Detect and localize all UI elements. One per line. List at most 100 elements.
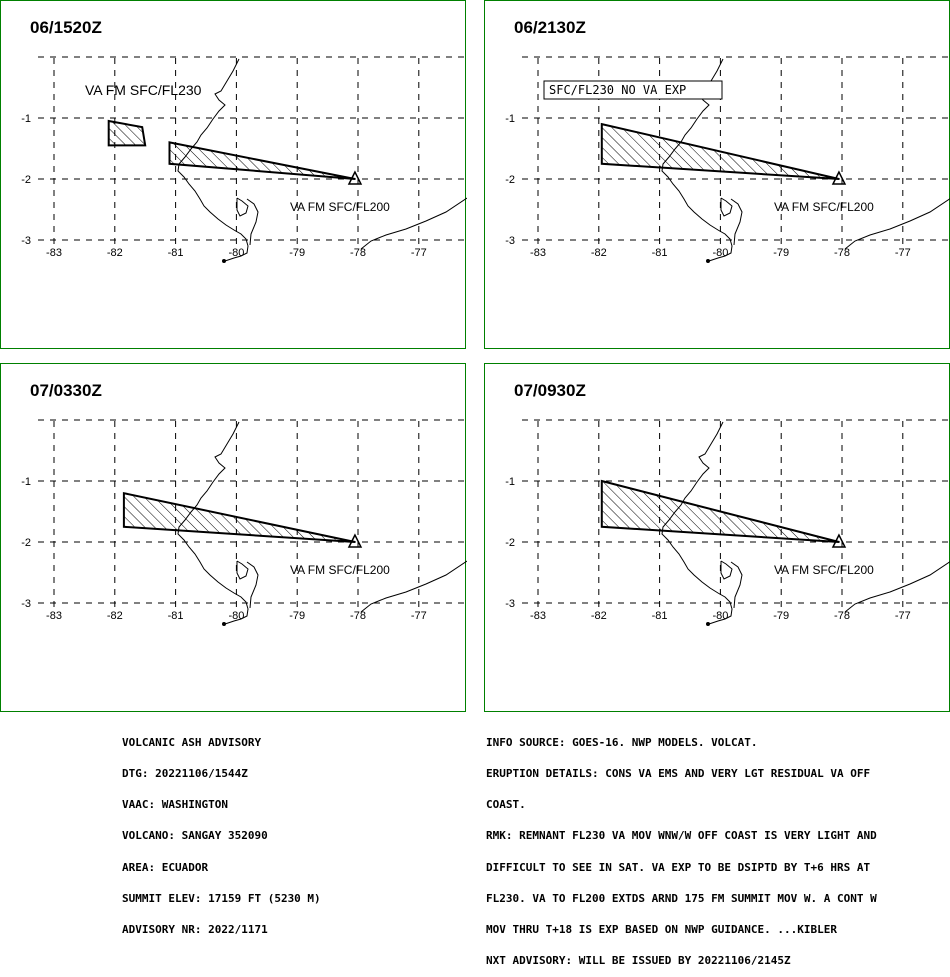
lon-tick-label: -77 — [895, 247, 911, 259]
lon-tick-label: -82 — [107, 247, 123, 259]
coastline-path — [236, 197, 249, 217]
lon-tick-label: -82 — [591, 247, 607, 259]
advisory-line: RMK: REMNANT FL230 VA MOV WNW/W OFF COAS… — [486, 829, 877, 843]
panel-time-label: 06/1520Z — [30, 18, 102, 37]
ash-cloud-polygon — [107, 119, 147, 147]
lon-tick-label: -82 — [107, 610, 123, 622]
lon-tick-label: -83 — [46, 247, 62, 259]
advisory-line: ERUPTION DETAILS: CONS VA EMS AND VERY L… — [486, 767, 871, 781]
volcano-marker — [831, 170, 847, 185]
coastline-path — [844, 198, 950, 250]
volcano-marker — [347, 533, 363, 548]
advisory-line: MOV THRU T+18 IS EXP BASED ON NWP GUIDAN… — [486, 923, 837, 937]
island-dot — [222, 259, 226, 263]
lat-tick-label: -1 — [505, 476, 515, 488]
island-dot — [706, 622, 710, 626]
lat-tick-label: -3 — [21, 598, 31, 610]
advisory-line: INFO SOURCE: GOES-16. NWP MODELS. VOLCAT… — [486, 735, 758, 749]
lat-tick-label: -1 — [505, 113, 515, 125]
coastline-path — [246, 561, 259, 609]
advisory-line: DTG: 20221106/1544Z — [122, 767, 248, 781]
coastline — [661, 58, 950, 263]
advisory-remarks-text: INFO SOURCE: GOES-16. NWP MODELS. VOLCAT… — [486, 717, 877, 977]
map-svg: -83 -82 -81 -80 -79 -78 -77 -1 -2 -3 VA FM SFC/FL2… — [21, 56, 467, 263]
coastline-path — [236, 560, 249, 580]
island-dot — [222, 622, 226, 626]
coastline-path — [661, 421, 733, 625]
lon-tick-label: -79 — [773, 610, 789, 622]
advisory-line: VOLCANO: SANGAY 352090 — [122, 829, 268, 843]
advisory-line: AREA: ECUADOR — [122, 860, 209, 874]
lon-tick-label: -80 — [228, 610, 244, 622]
lat-tick-label: -1 — [21, 476, 31, 488]
lon-tick-label: -81 — [168, 610, 184, 622]
ash-cloud-polygon — [600, 122, 840, 180]
boxed-label-frame — [543, 80, 723, 100]
coastline-path — [246, 198, 259, 246]
lat-tick-label: -2 — [505, 537, 515, 549]
advisory-line: VOLCANIC ASH ADVISORY — [122, 735, 262, 749]
lat-lon-grid — [522, 419, 950, 607]
ash-cloud-polygon — [168, 141, 356, 180]
panel-time-label: 06/2130Z — [514, 18, 586, 37]
coastline-path — [177, 421, 249, 625]
lon-tick-label: -78 — [834, 247, 850, 259]
lon-tick-label: -77 — [895, 610, 911, 622]
volcano-marker — [831, 533, 847, 548]
panel-time-label: 07/0330Z — [30, 381, 102, 400]
lon-tick-label: -83 — [530, 247, 546, 259]
coastline-path — [720, 197, 733, 217]
coastline-path — [360, 197, 467, 250]
lon-tick-label: -82 — [591, 610, 607, 622]
coastline — [177, 58, 467, 263]
lon-tick-label: -81 — [652, 610, 668, 622]
map-panel-4: 07/0930Z -83 -82 -81 -80 -79 -78 -77 -1 -2 -3 VA F… — [484, 363, 950, 712]
lon-tick-label: -80 — [712, 247, 728, 259]
ash-cloud-label: VA FM SFC/FL200 — [290, 563, 390, 577]
coastline-path — [177, 58, 249, 262]
map-svg: -83 -82 -81 -80 -79 -78 -77 -1 -2 -3 VA FM SFC/FL2… — [505, 419, 950, 626]
ash-cloud-label: VA FM SFC/FL200 — [290, 200, 390, 214]
advisory-line: DIFFICULT TO SEE IN SAT. VA EXP TO BE DS… — [486, 860, 871, 874]
ash-cloud-polygon — [122, 491, 356, 543]
lon-tick-label: -79 — [773, 247, 789, 259]
map-panel-1: 06/1520Z -83 -82 -81 -80 -79 -78 -77 -1 -2 -3 VA F… — [0, 0, 467, 349]
lon-tick-label: -83 — [530, 610, 546, 622]
map-svg: -83 -82 -81 -80 -79 -78 -77 -1 -2 -3 VA FM SFC/FL2… — [505, 56, 950, 263]
lon-tick-label: -81 — [652, 247, 668, 259]
lat-tick-label: -3 — [21, 235, 31, 247]
map-panel-3: 07/0330Z -83 -82 -81 -80 -79 -78 -77 -1 -2 -3 VA F… — [0, 363, 467, 712]
coastline-path — [360, 560, 467, 613]
map-svg: -83 -82 -81 -80 -79 -78 -77 -1 -2 -3 VA FM SFC/FL2… — [21, 419, 467, 626]
island-dot — [706, 259, 710, 263]
lon-tick-label: -78 — [834, 610, 850, 622]
lat-tick-label: -3 — [505, 235, 515, 247]
lat-tick-label: -1 — [21, 113, 31, 125]
lon-tick-label: -83 — [46, 610, 62, 622]
coastline-path — [844, 561, 950, 613]
coastline — [661, 421, 950, 626]
lat-tick-label: -3 — [505, 598, 515, 610]
ash-layer-label: VA FM SFC/FL230 — [85, 82, 202, 98]
ash-cloud-label: VA FM SFC/FL200 — [774, 200, 874, 214]
boxed-label: SFC/FL230 NO VA EXP — [549, 83, 686, 97]
coastline-path — [661, 58, 733, 262]
advisory-header-text: VOLCANIC ASH ADVISORY DTG: 20221106/1544… — [122, 717, 321, 946]
lon-tick-label: -77 — [411, 610, 427, 622]
panel-time-label: 07/0930Z — [514, 381, 586, 400]
coastline-path — [730, 561, 743, 609]
lat-lon-grid — [38, 419, 467, 607]
lon-tick-label: -80 — [712, 610, 728, 622]
lat-tick-label: -2 — [505, 174, 515, 186]
volcano-marker — [347, 170, 363, 185]
advisory-line: COAST. — [486, 798, 526, 812]
coastline-path — [730, 198, 743, 246]
lat-tick-label: -2 — [21, 174, 31, 186]
lon-tick-label: -81 — [168, 247, 184, 259]
advisory-line: VAAC: WASHINGTON — [122, 798, 228, 812]
advisory-line: FL230. VA TO FL200 EXTDS ARND 175 FM SUM… — [486, 891, 877, 905]
lon-tick-label: -77 — [411, 247, 427, 259]
ash-cloud-label: VA FM SFC/FL200 — [774, 563, 874, 577]
advisory-line: NXT ADVISORY: WILL BE ISSUED BY 20221106… — [486, 954, 791, 968]
lon-tick-label: -80 — [228, 247, 244, 259]
